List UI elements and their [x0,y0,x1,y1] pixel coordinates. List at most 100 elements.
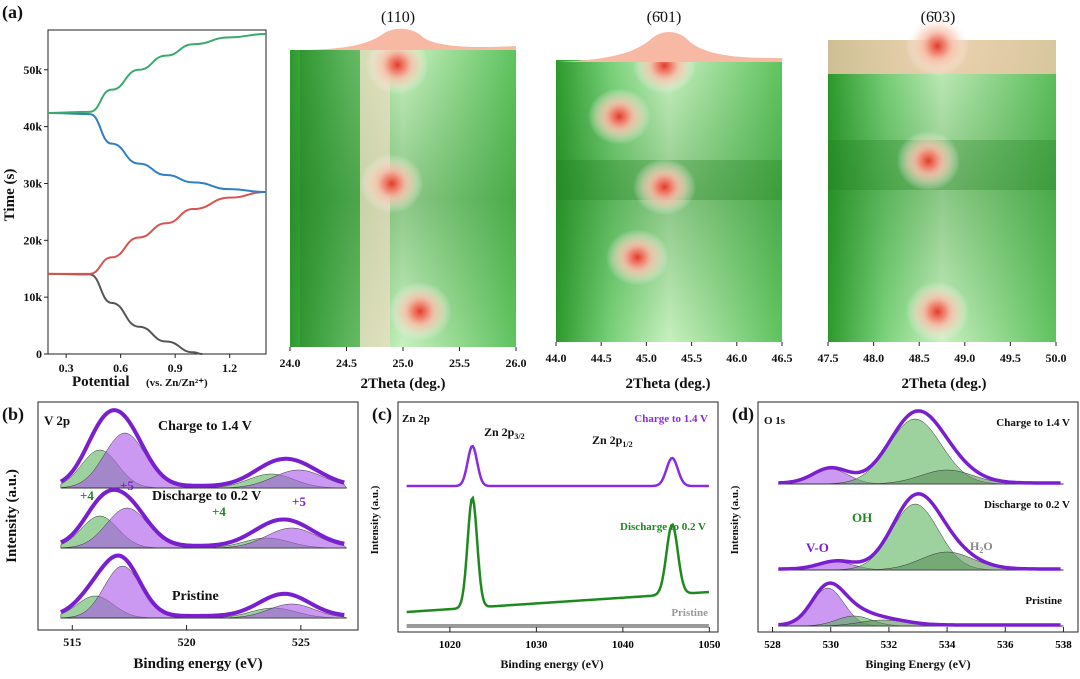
fit-component [60,603,347,619]
x-axis-label: 2Theta (deg.) [626,376,711,392]
annotation-h2o: H2O [970,539,993,555]
heatmap-top-ridge [290,28,516,50]
legend-discharge: Discharge to 0.2 V [620,521,706,533]
annotation-oh: OH [852,510,872,525]
x-tick-label: 44.0 [546,351,567,365]
legend-pristine: Pristine [671,607,708,619]
x-tick-label: 1020 [439,639,462,651]
x-tick-label: 515 [63,635,81,649]
x-tick-label: 26.0 [506,356,527,370]
spectrum-envelope [60,487,345,548]
y-tick-label: 30k [23,176,42,190]
heatmap-peak [401,293,439,330]
y-tick-label: 10k [23,290,42,304]
y-tick-label: 0 [36,347,42,361]
x-tick-label: 1030 [525,639,548,651]
x-axis-label: Binding energy (eV) [500,657,603,671]
heatmap-top-ridge [556,31,782,62]
series-line-discharge-2 [47,111,267,193]
x-tick-label: 46.5 [772,351,793,365]
chart-d-o1s: (d) O 1s Charge to 1.4 V Discharge to 0.… [729,401,1079,671]
fit-component [778,587,1064,627]
chart-c-zn2p: (c) Zn 2p Zn 2p3/2 Zn 2p1/2 Charge to 1.… [369,401,721,671]
spectrum-Discharge to 0.2 V [406,495,710,614]
x-tick-label: 530 [822,639,839,651]
panel-title: O 1s [764,415,786,427]
heatmap-peak [910,142,947,179]
plot-frame [397,401,719,633]
heatmap-peak [601,99,638,134]
x-tick-label: 24.0 [280,356,301,370]
panel-label-c: (c) [372,404,392,425]
peak-label-zn2p32: Zn 2p3/2 [484,425,525,441]
x-tick-label: 525 [292,635,310,649]
annotation-plus5-b: +5 [292,494,306,509]
x-axis-label: 2Theta (deg.) [902,376,987,392]
chart-heatmap-603: (6̄03) 47.5 48.0 48.5 49.0 49.5 50.0 2Theta (… [818,9,1067,392]
chart-a-time: 0.3 0.6 0.9 1.2 0 10k 20k 30k 40k 50k Potential (… [2,29,267,390]
x-tick-label: 49.0 [954,351,975,365]
panel-label-a: (a) [2,2,23,23]
x-tick-label: 25.0 [393,356,414,370]
spectrum-envelope [59,408,345,488]
annotation-vo: V-O [806,540,829,555]
x-tick-label: 25.5 [449,356,470,370]
x-tick-label: 48.5 [909,351,930,365]
x-tick-label: 45.5 [681,351,702,365]
peak-label-zn2p12: Zn 2p1/2 [592,433,633,449]
heatmap-peak [379,47,416,83]
curve-label-discharge: Discharge to 0.2 V [984,499,1070,511]
y-axis-label: Intensity (a.u.) [369,485,381,554]
x-tick-label: 528 [764,639,781,651]
fit-component [60,469,348,489]
heatmap-title: (110) [381,9,415,26]
heatmap-peak [646,169,683,204]
legend-charge: Charge to 1.4 V [634,413,708,425]
heatmap-title: (6̄01) [647,9,682,26]
x-tick-label: 536 [997,639,1014,651]
spectrum-Charge to 1.4 V [406,444,709,488]
y-axis-label: Intensity (a.u.) [729,485,741,554]
panel-label-d: (d) [732,404,754,425]
spectrum-envelope [778,581,1061,627]
curve-label-charge: Charge to 1.4 V [996,417,1070,429]
x-tick-label: 534 [939,639,956,651]
curve-label-discharge: Discharge to 0.2 V [152,489,261,504]
y-tick-label: 50k [23,63,42,77]
x-tick-label: 0.3 [59,361,74,375]
chart-heatmap-110: (110) 24.0 24.5 25.0 25.5 26.0 2Theta (deg.) [280,9,527,392]
annotation-plus5-a: +5 [120,478,134,493]
series-line-charge-1 [48,191,267,275]
spectrum-envelope [778,409,1061,485]
annotation-plus4-b: +4 [212,504,226,519]
plot-frame [37,401,359,631]
x-tick-label: 44.5 [591,351,612,365]
curve-label-pristine: Pristine [172,589,219,604]
heatmap-title: (6̄03) [921,9,956,26]
heatmap-peak [619,240,656,275]
x-axis-label: Binding energy (eV) [133,656,262,672]
x-tick-label: 47.5 [818,351,839,365]
plot-frame [47,29,267,355]
plot-frame [757,401,1079,633]
chart-heatmap-601: (6̄01) 44.0 44.5 45.0 45.5 46.0 46.5 2Theta (… [546,9,793,392]
x-tick-label: 48.0 [863,351,884,365]
y-axis-label: Intensity (a.u.) [4,469,20,563]
y-tick-label: 20k [23,233,42,247]
x-tick-label: 46.0 [726,351,747,365]
heatmap-peak [919,27,956,65]
panel-title: V 2p [44,413,70,428]
curve-label-pristine: Pristine [1025,595,1062,607]
panel-title: Zn 2p [402,413,430,425]
x-tick-label: 538 [1055,639,1072,651]
x-tick-label: 1.2 [222,361,237,375]
heatmap-peak [919,293,956,330]
y-axis-label: Time (s) [2,169,18,222]
x-axis-label: Potential [72,374,130,390]
annotation-plus4-a: +4 [80,488,94,503]
x-axis-label: 2Theta (deg.) [361,376,446,392]
x-tick-label: 0.6 [113,361,128,375]
series-line-discharge-1 [47,272,203,355]
x-tick-label: 49.5 [1000,351,1021,365]
series-line-charge-2 [47,32,267,114]
